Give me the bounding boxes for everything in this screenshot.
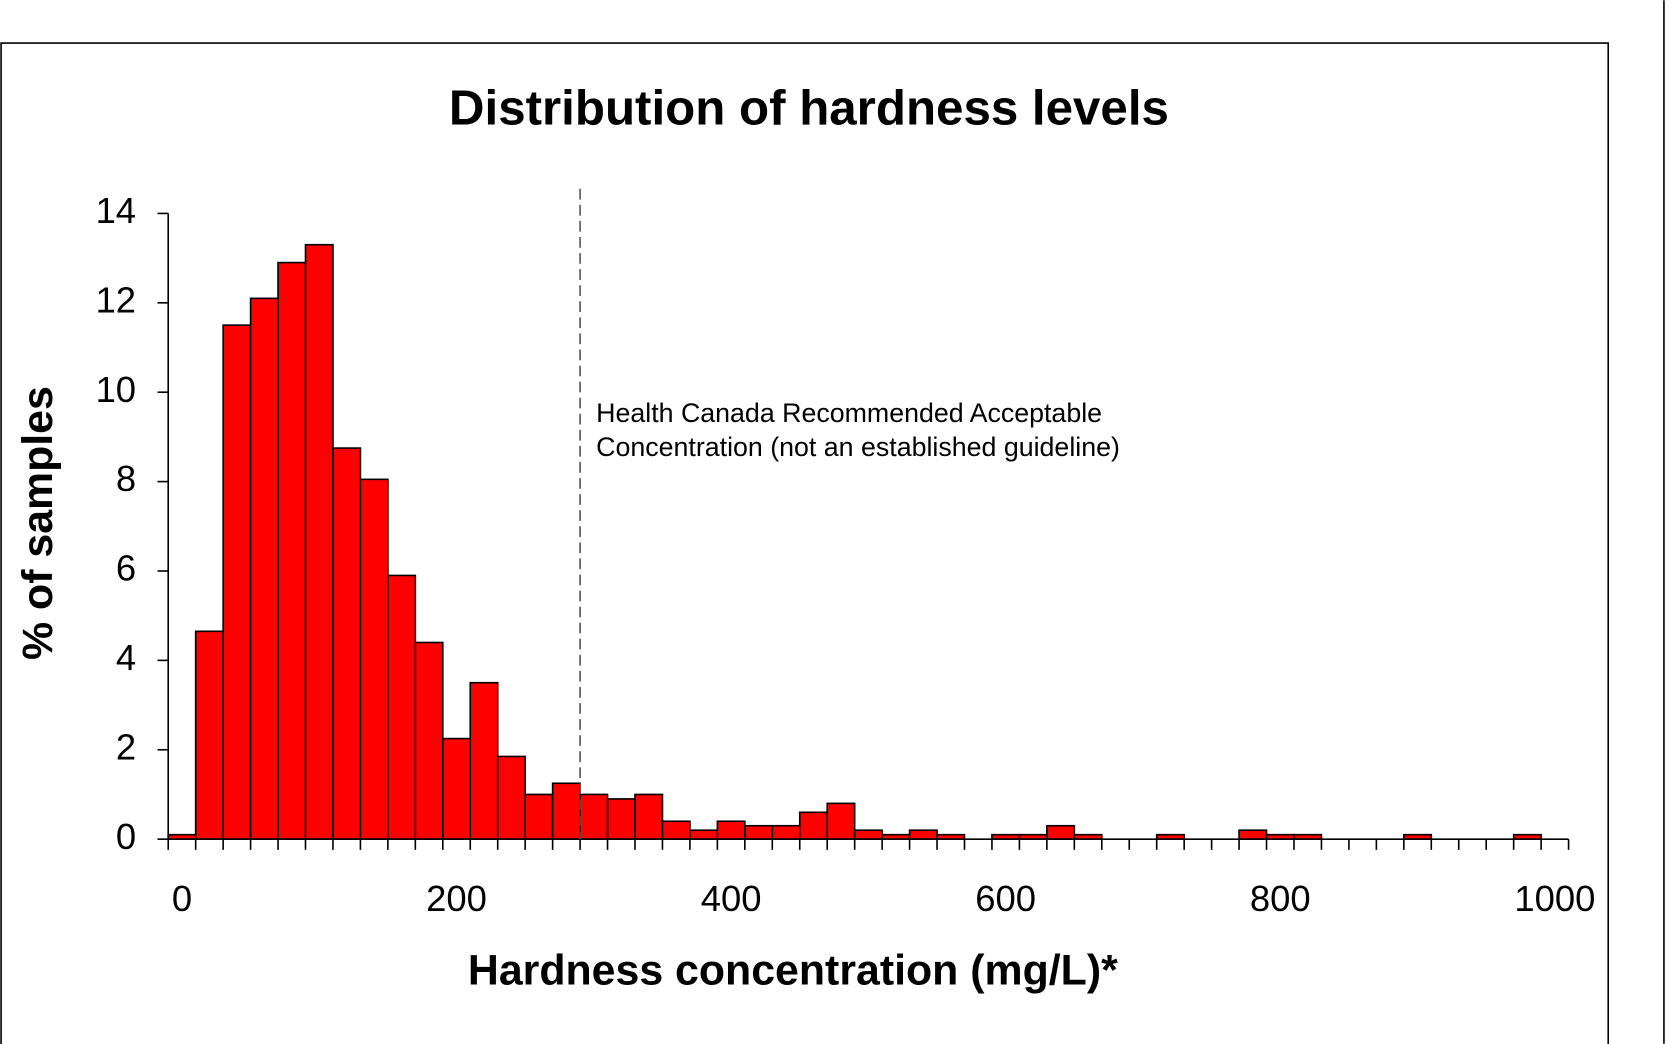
- bar: [1238, 829, 1268, 840]
- y-axis-label: % of samples: [14, 386, 62, 660]
- bar: [524, 793, 554, 840]
- x-tick-label: 200: [426, 878, 487, 919]
- bar: [826, 802, 856, 840]
- x-tick-label: 800: [1250, 878, 1311, 919]
- bar: [579, 793, 609, 840]
- y-tick-label: 10: [96, 369, 137, 410]
- y-tick-label: 12: [96, 279, 137, 320]
- chart-title: Distribution of hardness levels: [449, 81, 1169, 136]
- bar: [798, 811, 829, 840]
- bar: [387, 574, 417, 840]
- bar: [606, 798, 636, 840]
- x-tick-label: 0: [172, 878, 192, 919]
- bar: [908, 829, 938, 840]
- bar: [853, 829, 883, 840]
- bar: [332, 447, 362, 840]
- annotation: Health Canada Recommended Acceptable: [596, 398, 1102, 428]
- y-tick-label: 4: [116, 637, 136, 678]
- bar: [249, 297, 279, 840]
- y-tick-label: 0: [116, 816, 136, 857]
- bar: [441, 737, 472, 840]
- bar: [359, 478, 389, 840]
- bar: [661, 820, 691, 840]
- y-tick-label: 8: [116, 458, 136, 499]
- annotation: Concentration (not an established guidel…: [596, 432, 1120, 462]
- bar: [194, 630, 224, 840]
- bar: [771, 824, 801, 840]
- x-tick-label: 600: [975, 878, 1036, 919]
- bar: [496, 755, 526, 840]
- y-tick-label: 2: [116, 726, 136, 767]
- bar: [304, 243, 334, 840]
- bar: [222, 324, 252, 840]
- x-tick-label: 400: [701, 878, 762, 919]
- bar: [689, 829, 719, 840]
- x-axis-label: Hardness concentration (mg/L)*: [468, 946, 1118, 994]
- bar: [277, 261, 307, 840]
- bar: [469, 681, 499, 840]
- bar: [716, 820, 746, 840]
- bar: [551, 782, 581, 840]
- bar: [414, 641, 444, 840]
- bar: [1046, 824, 1076, 840]
- y-tick-label: 14: [96, 190, 137, 231]
- x-tick-label: 1000: [1514, 878, 1595, 919]
- y-tick-label: 6: [116, 548, 136, 589]
- bar: [744, 824, 774, 840]
- bar: [634, 793, 664, 840]
